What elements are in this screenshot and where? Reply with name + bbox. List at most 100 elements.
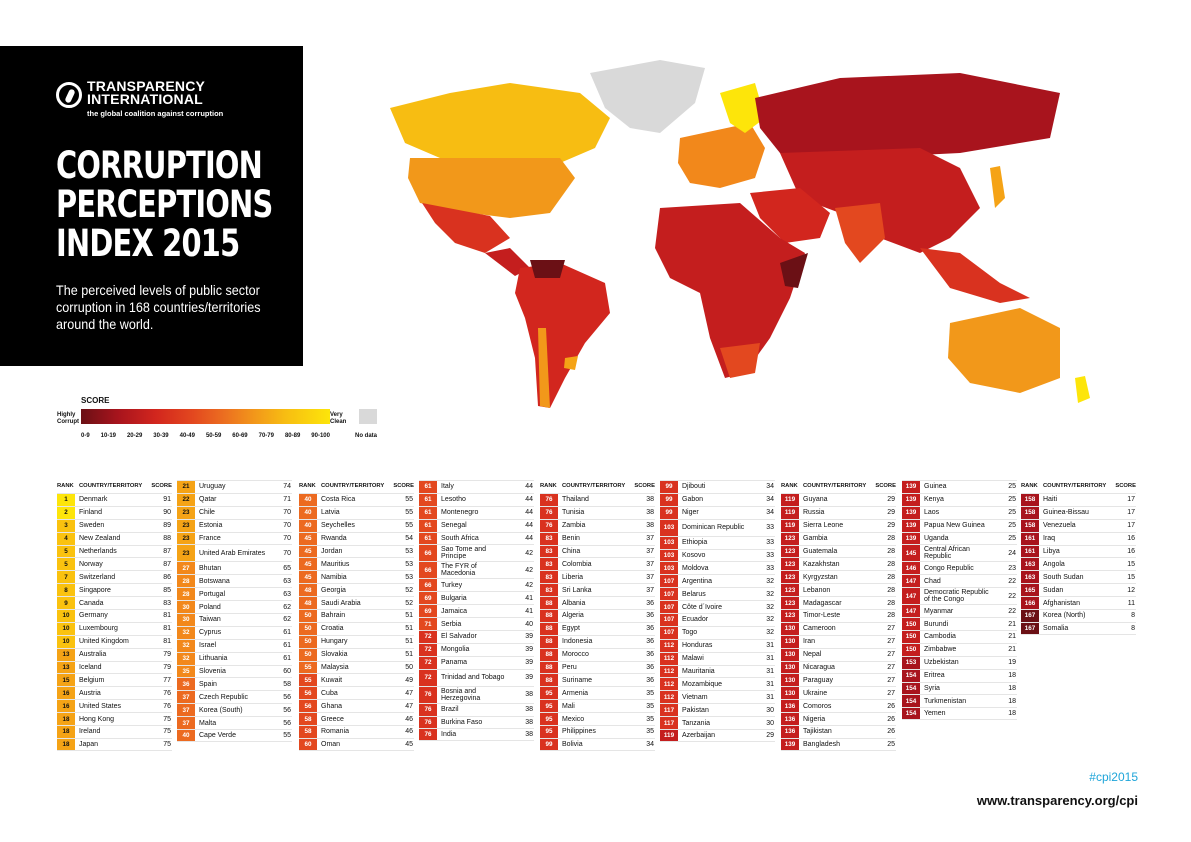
table-row: 150 Cambodia 21 <box>902 630 1017 643</box>
table-header-country: COUNTRY/TERRITORY <box>562 482 626 489</box>
score-cell: 75 <box>163 740 171 748</box>
rank-cell: 150 <box>902 643 920 656</box>
table-row: 35 Slovenia 60 <box>177 664 292 678</box>
legend-tick: 70-79 <box>258 433 274 439</box>
rank-cell: 35 <box>177 665 195 678</box>
table-row: 48 Saudi Arabia 52 <box>299 596 414 610</box>
rank-cell: 139 <box>902 481 920 493</box>
country-cell: Papua New Guinea <box>924 522 985 530</box>
score-cell: 22 <box>1008 577 1016 585</box>
table-row: 28 Portugal 63 <box>177 587 292 601</box>
table-row: 76 Burkina Faso 38 <box>419 715 534 729</box>
table-header-score: SCORE <box>393 482 414 489</box>
rank-cell: 154 <box>902 708 920 720</box>
table-row: 123 Lebanon 28 <box>781 583 896 597</box>
table-row: 119 Guyana 29 <box>781 493 896 506</box>
rank-cell: 119 <box>781 506 799 519</box>
rank-cell: 99 <box>660 493 678 506</box>
table-row: 8 Singapore 85 <box>57 583 172 597</box>
score-cell: 27 <box>887 625 895 633</box>
country-cell: Libya <box>1043 548 1060 555</box>
rank-cell: 88 <box>540 610 558 622</box>
score-cell: 17 <box>1127 522 1135 530</box>
score-cell: 28 <box>887 560 895 568</box>
table-row: 23 United Arab Emirates 70 <box>177 544 292 562</box>
country-cell: Australia <box>79 651 107 659</box>
rank-cell: 154 <box>902 669 920 682</box>
country-cell: Sao Tome and Principe <box>441 546 487 561</box>
rank-cell: 72 <box>419 669 437 686</box>
score-cell: 79 <box>163 651 171 659</box>
country-cell: Vietnam <box>682 693 708 701</box>
score-cell: 28 <box>887 548 895 555</box>
country-cell: Central African Republic <box>924 546 970 561</box>
rank-cell: 40 <box>299 506 317 519</box>
table-row: 28 Botswana 63 <box>177 574 292 588</box>
score-cell: 33 <box>766 564 774 572</box>
map-asia <box>780 148 980 253</box>
country-cell: Cyprus <box>199 629 222 637</box>
score-cell: 37 <box>646 548 654 555</box>
country-cell: Dominican Republic <box>682 524 745 532</box>
country-cell: Tajikistan <box>803 728 832 736</box>
table-row: 119 Azerbaijan 29 <box>660 729 775 742</box>
score-cell: 27 <box>887 689 895 697</box>
country-cell: Bangladesh <box>803 740 840 748</box>
table-column: RANK COUNTRY/TERRITORY SCORE 158 Haiti 17 158 G… <box>1021 478 1136 635</box>
score-cell: 15 <box>1127 560 1135 568</box>
rank-cell: 40 <box>177 730 195 741</box>
score-cell: 61 <box>283 655 291 663</box>
website-link[interactable]: www.transparency.org/cpi <box>976 793 1138 808</box>
rank-cell: 145 <box>902 545 920 562</box>
rank-cell: 13 <box>57 648 75 661</box>
score-cell: 21 <box>1008 620 1016 628</box>
table-header-country: COUNTRY/TERRITORY <box>321 482 385 489</box>
table-row: 145 Central African Republic 24 <box>902 544 1017 562</box>
country-cell: Slovakia <box>321 651 348 659</box>
table-row: 37 Korea (South) 56 <box>177 703 292 717</box>
score-cell: 38 <box>525 691 533 699</box>
table-row: 21 Uruguay 74 <box>177 480 292 493</box>
legend-tick: 50-59 <box>205 433 222 439</box>
score-cell: 34 <box>646 740 654 748</box>
rank-cell: 123 <box>781 610 799 622</box>
table-row: 40 Costa Rica 55 <box>299 493 414 506</box>
rank-cell: 147 <box>902 588 920 605</box>
table-row: 40 Latvia 55 <box>299 505 414 519</box>
rank-cell: 107 <box>660 626 678 639</box>
score-cell: 55 <box>405 522 413 530</box>
score-cell: 36 <box>646 638 654 646</box>
table-row: 50 Bahrain 51 <box>299 609 414 622</box>
rank-cell: 112 <box>660 691 678 704</box>
country-cell: South Sudan <box>1043 573 1084 581</box>
table-row: 112 Vietnam 31 <box>660 690 775 704</box>
table-row: 130 Cameroon 27 <box>781 621 896 635</box>
table-row: 163 South Sudan 15 <box>1021 570 1136 584</box>
rank-cell: 66 <box>419 579 437 592</box>
table-row: 107 Côte d´Ivoire 32 <box>660 600 775 614</box>
score-cell: 26 <box>887 728 895 736</box>
hashtag[interactable]: #cpi2015 <box>1089 770 1138 784</box>
rank-cell: 23 <box>177 532 195 545</box>
score-cell: 75 <box>163 728 171 736</box>
country-cell: Tanzania <box>682 719 711 727</box>
rank-cell: 8 <box>57 584 75 597</box>
country-cell: Zimbabwe <box>924 646 957 654</box>
rank-cell: 83 <box>540 545 558 558</box>
country-cell: Suriname <box>562 676 592 684</box>
table-row: 71 Serbia 40 <box>419 617 534 631</box>
country-cell: Bulgaria <box>441 594 467 602</box>
table-header-country: COUNTRY/TERRITORY <box>79 482 143 489</box>
country-cell: United States <box>79 702 122 710</box>
rank-cell: 72 <box>419 643 437 656</box>
table-row: 158 Haiti 17 <box>1021 493 1136 506</box>
table-row: 154 Syria 18 <box>902 681 1017 695</box>
country-cell: Sudan <box>1043 586 1064 594</box>
country-cell: Togo <box>682 629 698 637</box>
score-cell: 31 <box>766 668 774 676</box>
table-row: 5 Netherlands 87 <box>57 544 172 558</box>
rank-cell: 107 <box>660 601 678 614</box>
rank-cell: 158 <box>1021 494 1039 506</box>
country-cell: Senegal <box>441 522 467 530</box>
table-row: 10 United Kingdom 81 <box>57 634 172 648</box>
